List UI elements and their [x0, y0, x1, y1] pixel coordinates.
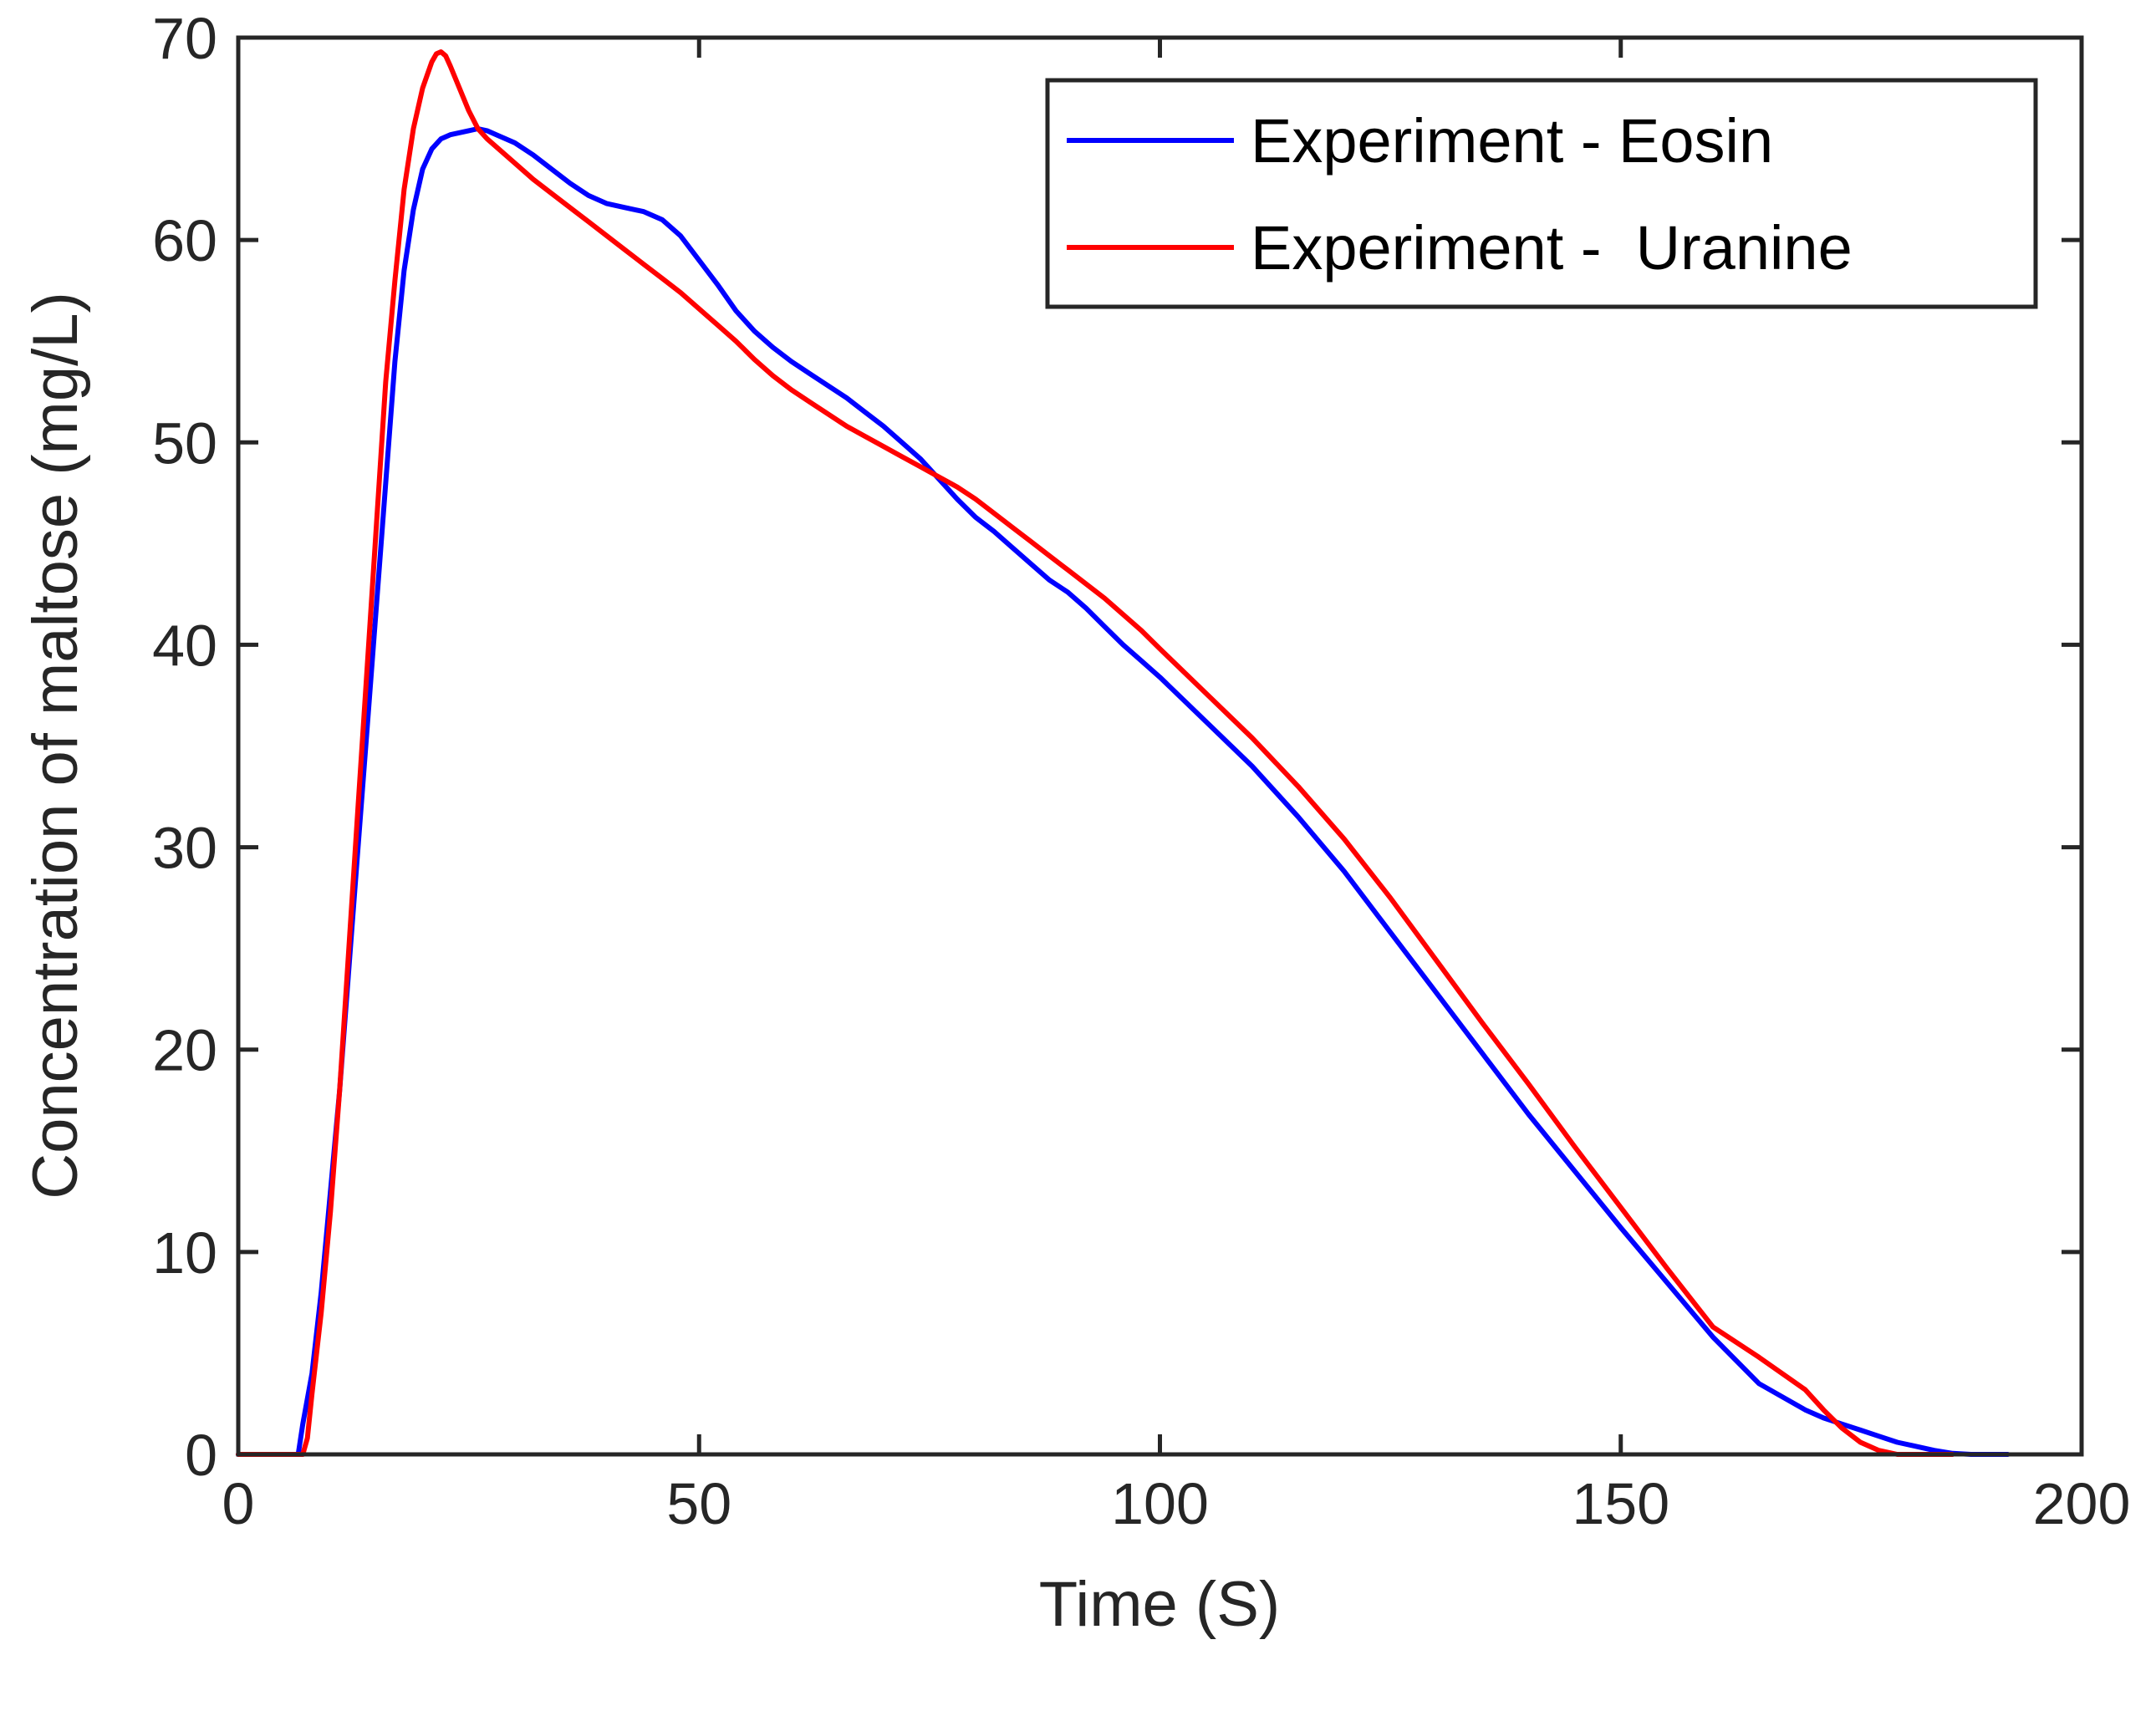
x-tick-label: 150 — [1572, 1471, 1669, 1536]
y-tick-label: 40 — [152, 613, 217, 678]
y-axis-label: Concentration of maltose (mg/L) — [20, 292, 91, 1199]
tick-labels-layer: 0 50 100 150 200 0 10 20 30 40 50 60 70 — [152, 6, 2130, 1536]
x-tick-label: 50 — [666, 1471, 731, 1536]
x-tick-label: 200 — [2033, 1471, 2131, 1536]
legend-box — [1045, 78, 2038, 309]
y-tick-label: 70 — [152, 6, 217, 71]
y-tick-label: 30 — [152, 816, 217, 881]
ticks-layer — [236, 35, 2084, 1457]
legend-label-eosin: Experiment - Eosin — [1251, 106, 1773, 176]
series-line-experiment-uranine — [236, 49, 1955, 1457]
series-layer — [236, 49, 2011, 1457]
series-line-experiment-eosin — [236, 126, 2011, 1457]
y-tick-label: 20 — [152, 1018, 217, 1083]
y-tick-label: 50 — [152, 410, 217, 476]
x-axis-label: Time (S) — [1039, 1569, 1281, 1640]
x-tick-label: 0 — [222, 1471, 255, 1536]
legend-label-uranine: Experiment - Uranine — [1251, 213, 1853, 283]
x-tick-label: 100 — [1111, 1471, 1209, 1536]
y-tick-label: 60 — [152, 208, 217, 273]
y-tick-label: 10 — [152, 1220, 217, 1286]
y-tick-label: 0 — [185, 1423, 217, 1488]
legend: Experiment - Eosin Experiment - Uranine — [1045, 78, 2038, 309]
